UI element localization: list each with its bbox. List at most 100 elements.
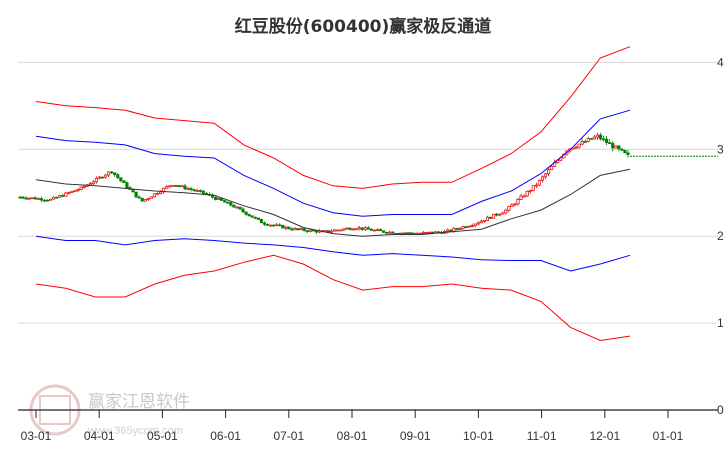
- candlestick: [229, 202, 233, 207]
- candlestick: [516, 197, 520, 206]
- candle-body: [158, 191, 163, 194]
- candle-body: [598, 134, 603, 140]
- candlestick: [492, 213, 496, 219]
- candlestick: [550, 164, 554, 171]
- candlestick: [186, 186, 190, 191]
- watermark: 赢家江恩软件 www.365ycom.com: [29, 384, 190, 437]
- candle-body: [76, 189, 80, 192]
- candlestick: [366, 225, 370, 230]
- candlestick: [589, 138, 593, 140]
- candle-body: [45, 199, 50, 202]
- candle-body: [168, 185, 172, 188]
- candlestick: [272, 224, 276, 227]
- candlestick: [45, 199, 50, 202]
- candle-body: [406, 232, 410, 235]
- candle-body: [131, 189, 135, 193]
- x-tick-label: 08-01: [337, 429, 368, 443]
- candlestick: [608, 139, 612, 144]
- candle-body: [382, 230, 386, 233]
- candle-body: [348, 227, 352, 230]
- candle-body: [287, 226, 291, 230]
- candle-body: [388, 231, 392, 234]
- candlestick: [177, 184, 181, 188]
- candlestick: [479, 219, 483, 224]
- watermark-text: 赢家江恩软件: [88, 392, 190, 412]
- candle-body: [36, 198, 40, 200]
- candle-body: [186, 188, 190, 190]
- candle-body: [64, 192, 68, 197]
- candle-body: [302, 228, 306, 231]
- candlestick: [82, 185, 86, 189]
- candlestick: [91, 180, 95, 186]
- candle-body: [235, 206, 239, 209]
- candlestick: [192, 188, 196, 193]
- candlestick: [55, 196, 59, 199]
- candlestick: [547, 167, 551, 177]
- candlestick: [100, 176, 105, 179]
- candlestick: [125, 181, 129, 190]
- candle-body: [97, 176, 101, 179]
- candlestick: [217, 197, 221, 200]
- candlestick: [348, 227, 352, 231]
- candle-body: [464, 226, 468, 228]
- candlestick: [79, 186, 83, 191]
- candle-body: [516, 198, 520, 205]
- candle-body: [504, 209, 508, 214]
- watermark-url: www.365ycom.com: [87, 425, 183, 437]
- candlestick: [360, 227, 364, 232]
- candle-body: [513, 203, 517, 206]
- candlestick: [262, 221, 266, 227]
- candlestick: [501, 211, 505, 215]
- candle-body: [30, 197, 34, 200]
- candlestick: [290, 226, 294, 232]
- candlestick: [385, 231, 389, 235]
- candle-body: [250, 215, 254, 218]
- candlestick: [623, 149, 627, 154]
- candle-body: [510, 204, 514, 207]
- candlestick: [64, 191, 68, 197]
- chart-title: 红豆股份(600400)赢家极反通道: [234, 17, 492, 37]
- candlestick: [137, 195, 141, 199]
- candle-body: [479, 220, 483, 224]
- candlestick: [485, 215, 490, 221]
- candle-body: [259, 218, 263, 224]
- candlestick: [235, 205, 239, 209]
- candle-body: [79, 186, 83, 190]
- candlestick: [284, 225, 288, 231]
- x-tick-label: 05-01: [147, 429, 178, 443]
- axes: 4 3 2 1 0 03-01 04-01 05-01 06-01 07-01 08-01 09-01…: [18, 55, 724, 443]
- candlestick: [42, 199, 46, 203]
- candle-body: [290, 228, 294, 231]
- candle-body: [265, 224, 270, 226]
- candlestick: [583, 139, 587, 143]
- candle-body: [476, 222, 480, 225]
- candlestick: [323, 229, 328, 232]
- candle-body: [308, 229, 312, 232]
- candlestick: [140, 197, 144, 202]
- candle-body: [189, 188, 193, 190]
- candle-body: [241, 208, 245, 213]
- candle-body: [149, 196, 153, 199]
- candle-body: [262, 222, 266, 225]
- candlestick: [165, 185, 169, 189]
- candle-body: [42, 199, 46, 202]
- y-tick-label: 1: [717, 316, 724, 330]
- candle-body: [201, 190, 205, 194]
- candlestick: [76, 188, 80, 193]
- candlestick: [162, 187, 166, 194]
- channel-line-outer-lower: [35, 254, 631, 342]
- candlestick: [281, 224, 285, 229]
- candle-body: [88, 183, 92, 186]
- candle-body: [125, 182, 129, 189]
- candle-body: [244, 211, 248, 215]
- candle-body: [495, 213, 499, 216]
- candlestick: [354, 228, 358, 231]
- candlestick: [308, 228, 312, 233]
- y-tick-label: 3: [717, 142, 724, 156]
- x-tick-label: 12-01: [589, 429, 620, 443]
- candlestick: [49, 198, 53, 201]
- x-tick-label: 01-01: [653, 429, 684, 443]
- candle-body: [180, 185, 184, 188]
- candle-body: [385, 231, 389, 234]
- candle-body: [602, 138, 606, 141]
